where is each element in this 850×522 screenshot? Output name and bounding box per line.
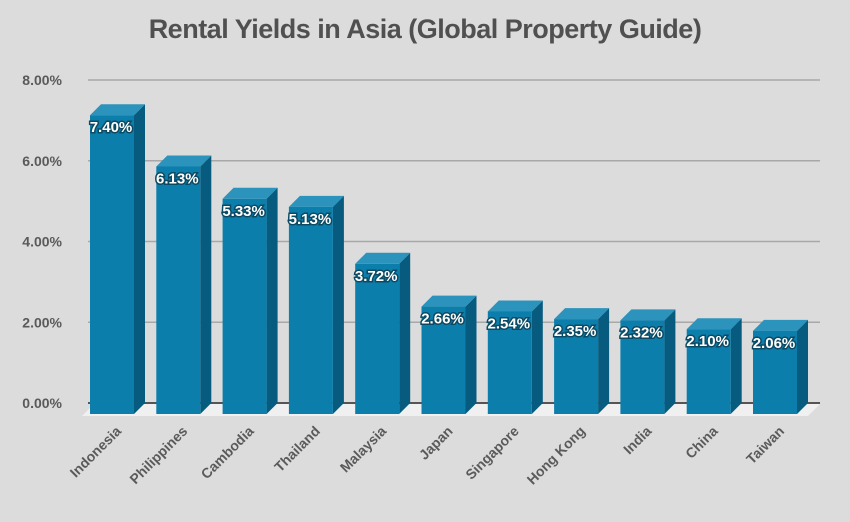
value-label: 2.66%	[421, 311, 464, 328]
value-label: 2.35%	[554, 323, 597, 340]
bar-top	[554, 308, 610, 320]
x-tick-label: Taiwan	[743, 423, 787, 467]
value-label: 2.06%	[753, 335, 796, 352]
bars: 7.40% 6.13% 5.33% 5.13% 3.72% 2.66% 2.54% 2.35%…	[88, 104, 808, 414]
x-tick-label: Hong Kong	[524, 423, 589, 488]
y-tick-label: 8.00%	[22, 72, 62, 88]
value-label: 5.13%	[289, 211, 332, 228]
bar-front	[222, 198, 267, 414]
bar-side	[266, 187, 278, 414]
y-tick-label: 0.00%	[22, 395, 62, 411]
bar-front	[620, 320, 665, 414]
bar-side	[134, 104, 145, 414]
bar-top	[487, 300, 543, 312]
value-label: 2.32%	[620, 324, 663, 341]
value-label: 2.54%	[488, 315, 531, 332]
value-label: 2.10%	[686, 333, 729, 350]
x-axis: Indonesia Philippines Cambodia Thailand Mala…	[67, 423, 788, 488]
bar-side	[332, 195, 344, 414]
bar-front	[554, 319, 599, 414]
value-label: 3.72%	[355, 268, 398, 285]
bar-front	[421, 306, 466, 414]
x-tick-label: Cambodia	[198, 423, 257, 482]
bar-front	[288, 206, 333, 414]
bar-india: 2.32%	[619, 309, 676, 414]
bar-side	[797, 319, 808, 414]
x-tick-label: Singapore	[462, 423, 522, 483]
bar-top	[156, 155, 212, 167]
bar-top	[288, 195, 344, 207]
x-tick-label: India	[620, 423, 655, 458]
bar-side	[664, 309, 676, 414]
bar-thailand: 5.13%	[287, 195, 344, 414]
bar-front	[355, 263, 400, 414]
value-label: 6.13%	[156, 171, 199, 188]
bar-hong-kong: 2.35%	[552, 308, 610, 414]
value-label: 5.33%	[222, 203, 265, 220]
bar-top	[421, 295, 477, 307]
bar-taiwan: 2.06%	[751, 319, 808, 414]
bar-front	[487, 311, 532, 414]
y-axis: 0.00% 2.00% 4.00% 6.00% 8.00%	[22, 72, 62, 411]
bar-top	[90, 104, 145, 116]
bar-side	[598, 308, 610, 414]
x-tick-label: Japan	[416, 423, 456, 463]
x-tick-label: Indonesia	[67, 423, 125, 481]
x-tick-label: Philippines	[126, 423, 190, 487]
bar-cambodia: 5.33%	[221, 187, 278, 414]
bar-top	[620, 309, 676, 321]
y-tick-label: 6.00%	[22, 153, 62, 169]
bar-japan: 2.66%	[420, 295, 477, 414]
bar-malaysia: 3.72%	[353, 252, 411, 414]
x-tick-label: Malaysia	[337, 423, 390, 476]
x-tick-label: China	[682, 423, 721, 462]
bar-side	[399, 252, 411, 414]
bar-top	[355, 252, 411, 264]
bar-side	[200, 155, 212, 414]
bar-front	[156, 166, 201, 414]
bar-top	[753, 319, 808, 331]
bar-indonesia: 7.40%	[88, 104, 145, 414]
bar-side	[730, 318, 742, 414]
y-tick-label: 2.00%	[22, 314, 62, 330]
bar-singapore: 2.54%	[486, 300, 543, 414]
bar-philippines: 6.13%	[155, 155, 212, 414]
value-label: 7.40%	[90, 119, 133, 136]
bar-side	[531, 300, 543, 414]
chart-title: Rental Yields in Asia (Global Property G…	[148, 14, 702, 44]
x-tick-label: Thailand	[271, 423, 323, 475]
bar-front	[90, 115, 134, 414]
y-tick-label: 4.00%	[22, 234, 62, 250]
bar-front	[753, 330, 797, 414]
bar-top	[222, 187, 278, 199]
bar-china: 2.10%	[685, 318, 742, 414]
bar-front	[686, 329, 731, 414]
bar-top	[686, 318, 742, 330]
bar-side	[465, 295, 477, 414]
